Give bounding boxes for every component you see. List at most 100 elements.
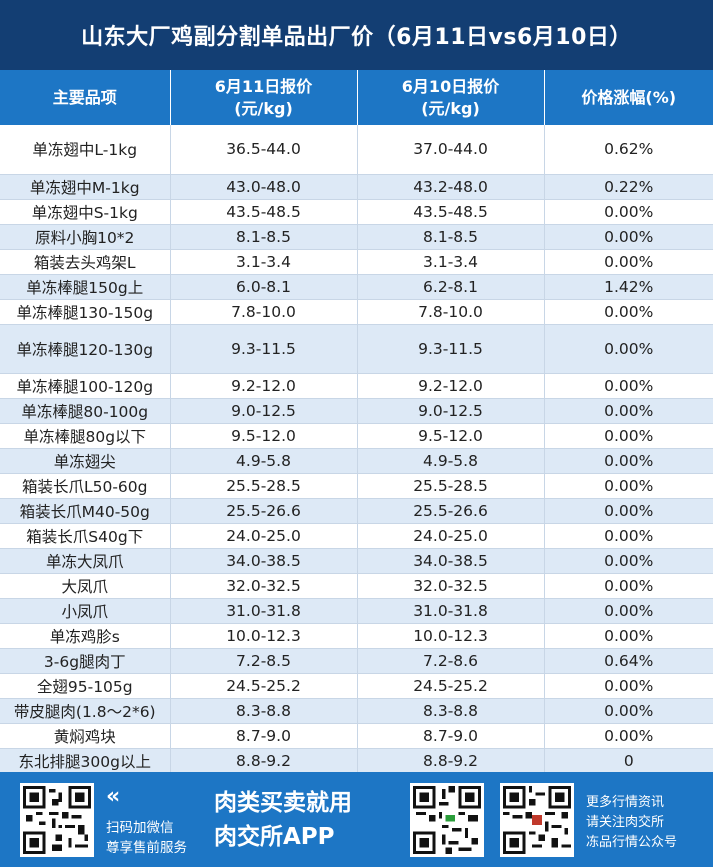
table-row: 箱装去头鸡架L 3.1-3.4 3.1-3.4 0.00% bbox=[0, 249, 713, 275]
cell-yesterday: 9.2-12.0 bbox=[357, 373, 545, 399]
cell-change: 0.00% bbox=[544, 473, 713, 499]
qr-code-icon bbox=[20, 783, 94, 857]
qr-code-icon bbox=[500, 783, 574, 857]
table-row: 东北排腿300g以上 8.8-9.2 8.8-9.2 0 bbox=[0, 748, 713, 774]
table-row: 单冻翅尖 4.9-5.8 4.9-5.8 0.00% bbox=[0, 448, 713, 474]
cell-today: 10.0-12.3 bbox=[170, 623, 358, 649]
slogan-line-1: 肉类买卖就用 bbox=[214, 790, 352, 816]
cell-today: 32.0-32.5 bbox=[170, 573, 358, 599]
cell-yesterday: 7.2-8.6 bbox=[357, 648, 545, 674]
cell-change: 0.00% bbox=[544, 398, 713, 424]
cell-yesterday: 9.0-12.5 bbox=[357, 398, 545, 424]
header-change: 价格涨幅(%) bbox=[544, 70, 713, 125]
scan-wechat-text: 扫码加微信 尊享售前服务 bbox=[106, 818, 216, 858]
table-row: 单冻鸡胗s 10.0-12.3 10.0-12.3 0.00% bbox=[0, 623, 713, 649]
cell-yesterday: 43.2-48.0 bbox=[357, 174, 545, 200]
table-row: 单冻棒腿130-150g 7.8-10.0 7.8-10.0 0.00% bbox=[0, 299, 713, 325]
cell-today: 25.5-26.6 bbox=[170, 498, 358, 524]
cell-change: 0.00% bbox=[544, 498, 713, 524]
cell-item: 箱装去头鸡架L bbox=[0, 249, 171, 275]
cell-yesterday: 24.0-25.0 bbox=[357, 523, 545, 549]
cell-item: 单冻翅中L-1kg bbox=[0, 125, 171, 175]
cell-change: 0.00% bbox=[544, 548, 713, 574]
table-row: 单冻棒腿100-120g 9.2-12.0 9.2-12.0 0.00% bbox=[0, 373, 713, 399]
cell-today: 31.0-31.8 bbox=[170, 598, 358, 624]
cell-today: 43.0-48.0 bbox=[170, 174, 358, 200]
cell-yesterday: 32.0-32.5 bbox=[357, 573, 545, 599]
header-today: 6月11日报价 (元/kg) bbox=[170, 70, 358, 125]
cell-change: 0.00% bbox=[544, 448, 713, 474]
cell-change: 1.42% bbox=[544, 274, 713, 300]
cell-change: 0.00% bbox=[544, 673, 713, 699]
cell-today: 8.1-8.5 bbox=[170, 224, 358, 250]
table-row: 单冻棒腿80g以下 9.5-12.0 9.5-12.0 0.00% bbox=[0, 423, 713, 449]
cell-today: 24.0-25.0 bbox=[170, 523, 358, 549]
cell-yesterday: 24.5-25.2 bbox=[357, 673, 545, 699]
table-row: 黄焖鸡块 8.7-9.0 8.7-9.0 0.00% bbox=[0, 723, 713, 749]
cell-change: 0.00% bbox=[544, 598, 713, 624]
slogan-line-2: 肉交所APP bbox=[214, 824, 335, 850]
table-header-row: 主要品项 6月11日报价 (元/kg) 6月10日报价 (元/kg) 价格涨幅(%) bbox=[0, 70, 713, 125]
cell-item: 带皮腿肉(1.8～2*6) bbox=[0, 698, 171, 724]
cell-today: 6.0-8.1 bbox=[170, 274, 358, 300]
price-table: 主要品项 6月11日报价 (元/kg) 6月10日报价 (元/kg) 价格涨幅(%)… bbox=[0, 70, 713, 774]
cell-change: 0.00% bbox=[544, 199, 713, 225]
cell-change: 0.00% bbox=[544, 623, 713, 649]
cell-change: 0.00% bbox=[544, 249, 713, 275]
cell-item: 单冻翅中M-1kg bbox=[0, 174, 171, 200]
footer-banner: « 扫码加微信 尊享售前服务 肉类买卖就用 肉交所APP bbox=[0, 772, 713, 867]
cell-today: 8.7-9.0 bbox=[170, 723, 358, 749]
cell-item: 小凤爪 bbox=[0, 598, 171, 624]
page-title: 山东大厂鸡副分割单品出厂价（6月11日vs6月10日） bbox=[0, 0, 713, 70]
cell-yesterday: 9.5-12.0 bbox=[357, 423, 545, 449]
cell-item: 单冻大凤爪 bbox=[0, 548, 171, 574]
cell-yesterday: 8.8-9.2 bbox=[357, 748, 545, 774]
cell-item: 箱装长爪M40-50g bbox=[0, 498, 171, 524]
cell-yesterday: 8.3-8.8 bbox=[357, 698, 545, 724]
table-row: 单冻棒腿80-100g 9.0-12.5 9.0-12.5 0.00% bbox=[0, 398, 713, 424]
cell-today: 9.0-12.5 bbox=[170, 398, 358, 424]
table-row: 带皮腿肉(1.8～2*6) 8.3-8.8 8.3-8.8 0.00% bbox=[0, 698, 713, 724]
cell-today: 3.1-3.4 bbox=[170, 249, 358, 275]
more-line-1: 更多行情资讯 bbox=[586, 795, 665, 810]
cell-today: 36.5-44.0 bbox=[170, 125, 358, 175]
table-row: 全翅95-105g 24.5-25.2 24.5-25.2 0.00% bbox=[0, 673, 713, 699]
cell-yesterday: 8.1-8.5 bbox=[357, 224, 545, 250]
cell-today: 8.3-8.8 bbox=[170, 698, 358, 724]
cell-item: 单冻棒腿150g上 bbox=[0, 274, 171, 300]
cell-today: 9.2-12.0 bbox=[170, 373, 358, 399]
cell-today: 43.5-48.5 bbox=[170, 199, 358, 225]
cell-change: 0.62% bbox=[544, 125, 713, 175]
more-line-2: 请关注肉交所 bbox=[586, 815, 665, 830]
cell-item: 单冻棒腿100-120g bbox=[0, 373, 171, 399]
cell-item: 黄焖鸡块 bbox=[0, 723, 171, 749]
table-row: 箱装长爪S40g下 24.0-25.0 24.0-25.0 0.00% bbox=[0, 523, 713, 549]
cell-item: 单冻鸡胗s bbox=[0, 623, 171, 649]
cell-today: 4.9-5.8 bbox=[170, 448, 358, 474]
header-item: 主要品项 bbox=[0, 70, 171, 125]
cell-change: 0 bbox=[544, 748, 713, 774]
cell-item: 东北排腿300g以上 bbox=[0, 748, 171, 774]
scan-line-2: 尊享售前服务 bbox=[106, 840, 187, 856]
cell-item: 箱装长爪S40g下 bbox=[0, 523, 171, 549]
cell-today: 25.5-28.5 bbox=[170, 473, 358, 499]
table-row: 单冻翅中S-1kg 43.5-48.5 43.5-48.5 0.00% bbox=[0, 199, 713, 225]
cell-item: 单冻翅尖 bbox=[0, 448, 171, 474]
cell-item: 单冻翅中S-1kg bbox=[0, 199, 171, 225]
cell-yesterday: 34.0-38.5 bbox=[357, 548, 545, 574]
cell-change: 0.00% bbox=[544, 324, 713, 374]
table-row: 箱装长爪L50-60g 25.5-28.5 25.5-28.5 0.00% bbox=[0, 473, 713, 499]
cell-yesterday: 25.5-26.6 bbox=[357, 498, 545, 524]
cell-change: 0.22% bbox=[544, 174, 713, 200]
cell-today: 34.0-38.5 bbox=[170, 548, 358, 574]
table-row: 3-6g腿肉丁 7.2-8.5 7.2-8.6 0.64% bbox=[0, 648, 713, 674]
cell-change: 0.00% bbox=[544, 723, 713, 749]
cell-today: 9.5-12.0 bbox=[170, 423, 358, 449]
cell-today: 7.2-8.5 bbox=[170, 648, 358, 674]
cell-yesterday: 25.5-28.5 bbox=[357, 473, 545, 499]
table-row: 小凤爪 31.0-31.8 31.0-31.8 0.00% bbox=[0, 598, 713, 624]
cell-yesterday: 3.1-3.4 bbox=[357, 249, 545, 275]
cell-today: 9.3-11.5 bbox=[170, 324, 358, 374]
cell-item: 单冻棒腿80g以下 bbox=[0, 423, 171, 449]
cell-yesterday: 6.2-8.1 bbox=[357, 274, 545, 300]
